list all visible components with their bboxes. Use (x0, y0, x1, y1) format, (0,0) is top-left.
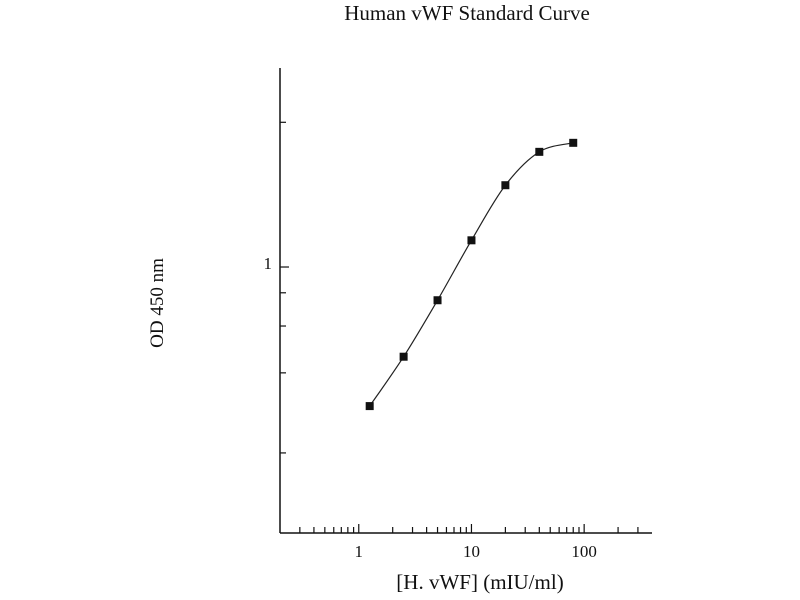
fitted-curve (369, 142, 574, 407)
data-point (365, 402, 374, 411)
data-point (569, 138, 578, 147)
y-tick-label: 1 (264, 254, 273, 273)
x-axis-label: [H. vWF] (mIU/ml) (396, 570, 563, 594)
chart-title: Human vWF Standard Curve (344, 1, 590, 25)
data-point (433, 296, 442, 305)
x-tick-label: 10 (463, 542, 480, 561)
data-point (399, 352, 408, 361)
data-point (467, 236, 476, 245)
data-point (501, 181, 510, 190)
data-point (535, 147, 544, 156)
x-tick-label: 100 (571, 542, 597, 561)
x-tick-label: 1 (355, 542, 364, 561)
y-axis-label: OD 450 nm (147, 258, 168, 348)
